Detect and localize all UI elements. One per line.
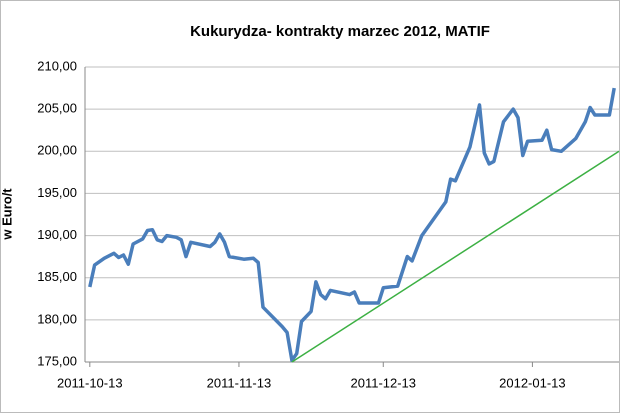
x-tick-label: 2012-01-13 [499,375,566,390]
y-tick-label: 190,00 [37,227,77,242]
y-tick-label: 175,00 [37,353,77,368]
y-axis-title: w Euro/t [0,188,14,241]
y-tick-label: 210,00 [37,58,77,73]
x-tick-label: 2011-11-13 [207,375,272,390]
y-tick-label: 180,00 [37,311,77,326]
y-tick-label: 185,00 [37,269,77,284]
chart-title: Kukurydza- kontrakty marzec 2012, MATIF [190,23,490,40]
price-line [88,87,616,363]
y-tick-label: 200,00 [37,143,77,158]
y-tick-label: 205,00 [37,101,77,116]
x-tick-label: 2011-12-13 [350,375,416,390]
y-tick-label: 195,00 [37,185,77,200]
x-tick-label: 2011-10-13 [57,375,123,390]
trend-line [291,150,620,363]
